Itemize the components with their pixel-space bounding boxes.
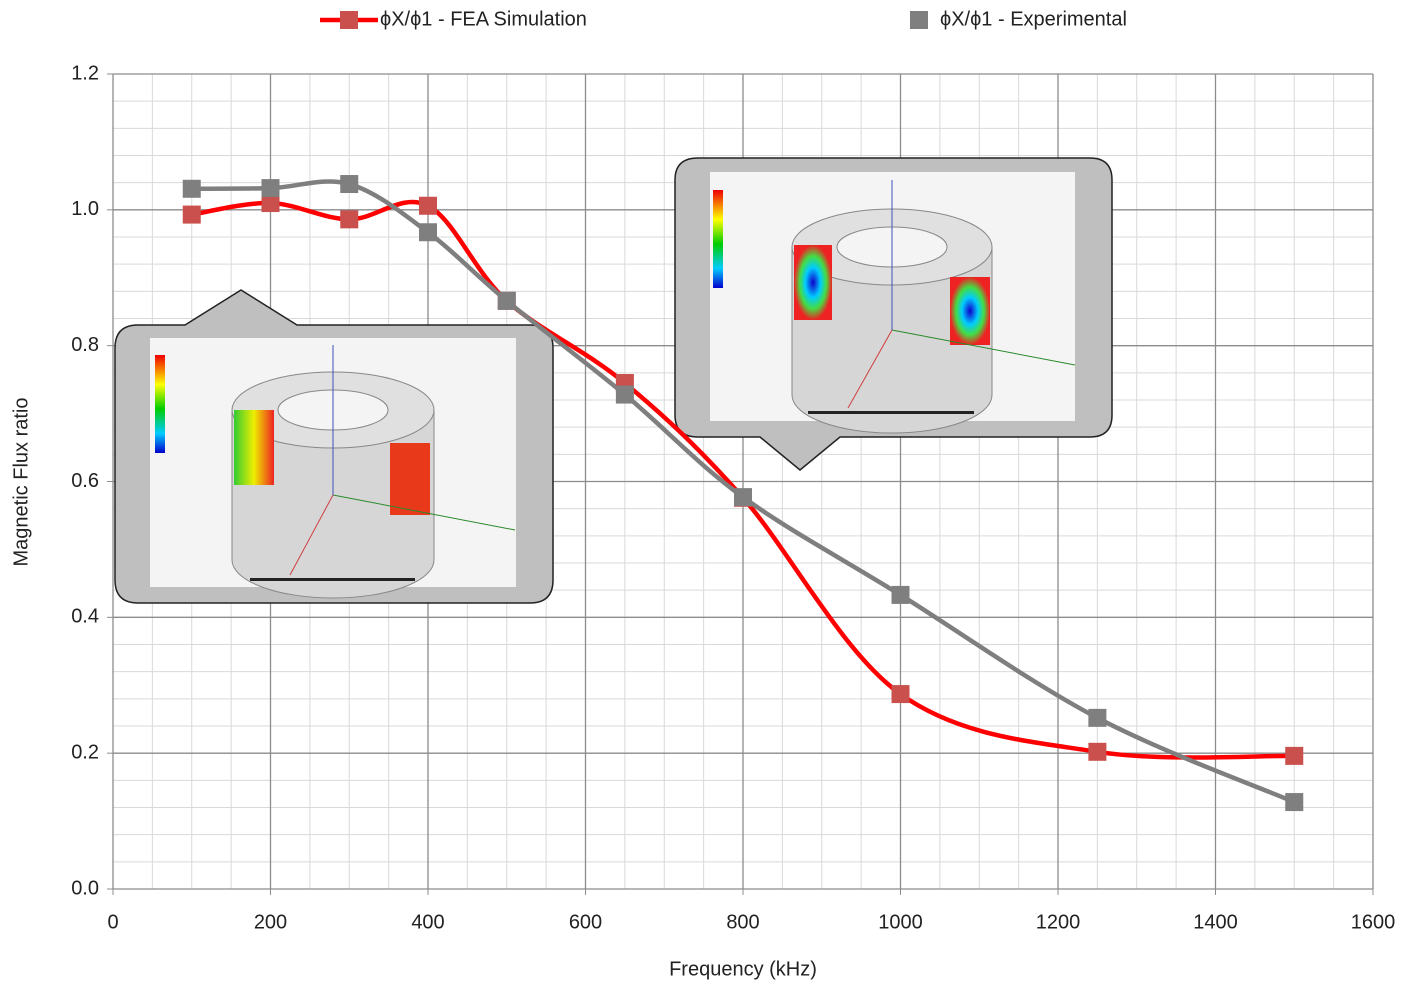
y-axis-title: Magnetic Flux ratio <box>10 398 32 567</box>
field <box>950 277 990 345</box>
x-tick-label: 200 <box>254 911 287 933</box>
x-tick-label: 1200 <box>1036 911 1081 933</box>
marker <box>340 210 359 229</box>
y-tick-label: 1.2 <box>71 62 99 84</box>
marker <box>1088 708 1107 727</box>
legend-marker <box>910 11 928 29</box>
axis-arrow <box>847 329 893 409</box>
marker <box>182 205 201 224</box>
insets <box>114 157 1113 604</box>
marker <box>419 223 437 242</box>
ring <box>791 247 993 434</box>
colorbar <box>155 355 165 453</box>
marker <box>1285 746 1304 765</box>
field <box>234 410 274 485</box>
field <box>794 245 832 320</box>
y-tick-label: 0.2 <box>71 741 99 763</box>
y-tick-label: 0.0 <box>71 877 99 899</box>
x-axis-title: Frequency (kHz) <box>669 958 817 980</box>
axis-arrow <box>332 494 516 531</box>
legend-label: ϕX/ϕ1 - FEA Simulation <box>380 8 587 30</box>
marker <box>734 488 752 507</box>
x-tick-label: 600 <box>569 911 602 933</box>
scale-bar <box>250 578 415 581</box>
legend-marker <box>340 11 358 29</box>
marker <box>182 179 201 198</box>
marker <box>261 194 280 213</box>
ring <box>231 410 435 599</box>
marker <box>261 179 280 198</box>
marker <box>1088 742 1107 761</box>
field <box>390 443 430 515</box>
x-tick-label: 1000 <box>878 911 923 933</box>
y-tick-label: 0.8 <box>71 334 99 356</box>
x-tick-label: 1600 <box>1351 911 1396 933</box>
x-tick-label: 800 <box>726 911 759 933</box>
x-tick-label: 400 <box>411 911 444 933</box>
marker <box>340 175 359 194</box>
axis-arrow <box>891 329 1076 366</box>
x-tick-label: 0 <box>107 911 118 933</box>
x-tick-label: 1400 <box>1193 911 1238 933</box>
legend-label: ϕX/ϕ1 - Experimental <box>940 8 1127 30</box>
y-tick-label: 1.0 <box>71 198 99 220</box>
plot <box>182 175 1304 812</box>
y-tick-label: 0.4 <box>71 606 99 628</box>
marker <box>891 585 910 604</box>
scale-bar <box>808 411 974 414</box>
marker <box>891 685 910 704</box>
marker <box>419 196 437 215</box>
marker <box>497 291 516 310</box>
marker <box>615 385 634 404</box>
y-tick-label: 0.6 <box>71 470 99 492</box>
marker <box>1285 793 1304 812</box>
axis-arrow <box>289 494 334 576</box>
colorbar <box>713 190 723 288</box>
